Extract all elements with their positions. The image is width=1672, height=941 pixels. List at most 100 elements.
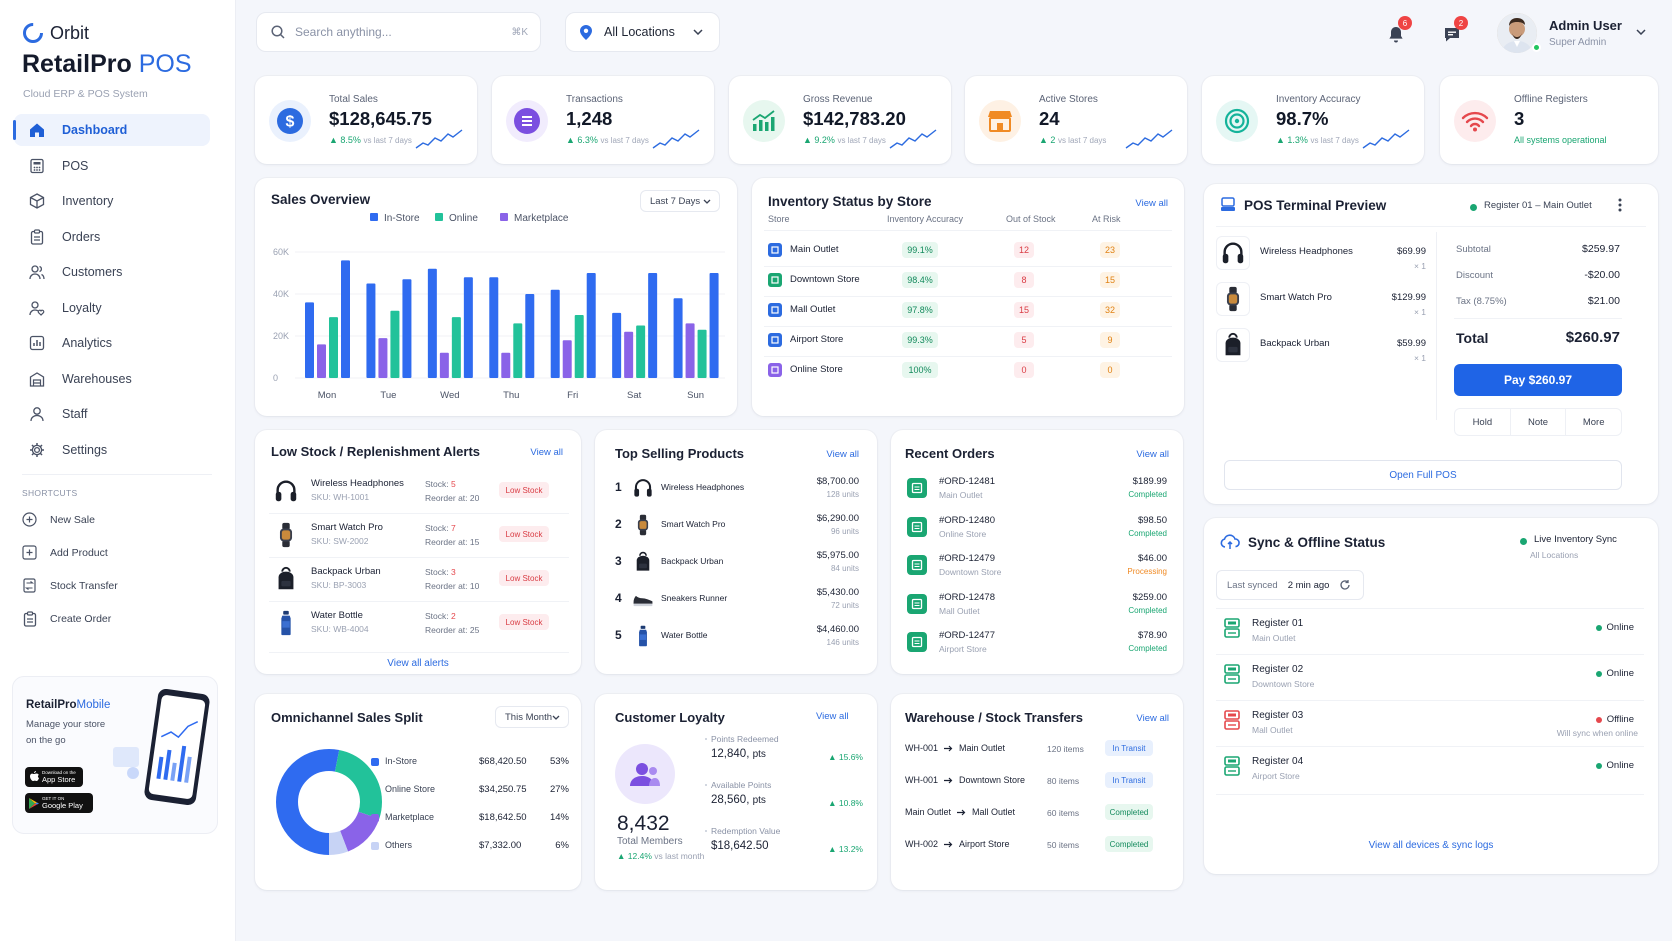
messages-button[interactable]: 2: [1442, 16, 1468, 46]
sidebar-item-loyalty[interactable]: Loyalty: [14, 292, 210, 324]
note-button[interactable]: Note: [1511, 409, 1567, 435]
shortcut-stock-transfer[interactable]: Stock Transfer: [22, 578, 118, 594]
transfer-route: Main Outlet Mall Outlet: [905, 807, 1015, 817]
order-id: #ORD-12481: [939, 476, 995, 487]
shortcut-add-product[interactable]: Add Product: [22, 545, 108, 561]
transfer-from: WH-001: [905, 775, 939, 785]
bar: [402, 279, 412, 378]
user-menu-chevron-icon[interactable]: [1636, 29, 1646, 35]
transfer-row[interactable]: WH-001 Main Outlet 120 items In Transit: [891, 736, 1183, 764]
transfer-row[interactable]: WH-002 Airport Store 50 items Completed: [891, 832, 1183, 860]
y-tick-label: 20K: [273, 331, 289, 341]
loyalty-view-all-link[interactable]: View all: [816, 711, 849, 722]
notifications-badge: 6: [1398, 16, 1412, 30]
register-status: Offline: [1595, 714, 1634, 725]
sidebar-item-analytics[interactable]: Analytics: [14, 327, 210, 359]
sidebar-item-staff[interactable]: Staff: [14, 398, 210, 430]
store-icon: [768, 333, 782, 347]
shortcut-new-sale[interactable]: New Sale: [22, 512, 95, 528]
sidebar-item-dashboard[interactable]: Dashboard: [13, 114, 210, 146]
members-count: 8,432: [617, 812, 670, 835]
shortcut-label: Create Order: [50, 613, 112, 625]
list-item[interactable]: Wireless Headphones SKU: WH-1001 Stock: 5 R…: [255, 472, 581, 514]
table-row[interactable]: #ORD-12479 Downtown Store $46.00 Processing: [891, 549, 1183, 585]
table-row[interactable]: Online Store 100% 0 0: [752, 358, 1184, 384]
refresh-icon[interactable]: [1339, 579, 1351, 591]
sidebar-item-orders[interactable]: Orders: [14, 221, 210, 253]
stat-card-active-stores: Active Stores 24 ▲ 2 vs last 7 days: [965, 76, 1187, 164]
table-row[interactable]: #ORD-12478 Mall Outlet $259.00 Completed: [891, 588, 1183, 624]
cart-item[interactable]: Smart Watch Pro $129.99 × 1: [1216, 282, 1426, 322]
order-status: Completed: [1128, 528, 1167, 538]
view-all-devices-link[interactable]: View all devices & sync logs: [1368, 840, 1494, 851]
notifications-button[interactable]: 6: [1386, 16, 1412, 46]
omnichannel-range-select[interactable]: This Month: [495, 706, 569, 728]
list-item[interactable]: 5 Water Bottle $4,460.00 146 units: [595, 620, 877, 654]
list-item[interactable]: Smart Watch Pro SKU: SW-2002 Stock: 7 Reord…: [255, 516, 581, 558]
sidebar-item-settings[interactable]: Settings: [14, 434, 210, 466]
top-selling-view-all-link[interactable]: View all: [826, 449, 859, 460]
store-name: Downtown Store: [790, 274, 860, 285]
order-id: #ORD-12478: [939, 591, 995, 603]
order-status: Processing: [1127, 567, 1167, 576]
x-tick-label: Sat: [627, 390, 642, 401]
sidebar-item-warehouses[interactable]: Warehouses: [14, 363, 210, 395]
sales-range-select[interactable]: Last 7 Days: [640, 190, 720, 212]
search-input[interactable]: Search anything... ⌘K: [256, 12, 541, 52]
inventory-view-all-link[interactable]: View all: [1135, 198, 1168, 209]
recent-orders-view-all-link[interactable]: View all: [1136, 449, 1169, 460]
table-row[interactable]: Main Outlet 99.1% 12 23: [752, 238, 1184, 267]
order-status: Completed: [1128, 490, 1167, 499]
legend-swatch: [371, 786, 379, 794]
app-store-button[interactable]: Download on the App Store: [25, 767, 83, 787]
table-row[interactable]: #ORD-12480 Online Store $98.50 Completed: [891, 511, 1183, 547]
transfer-row[interactable]: Main Outlet Mall Outlet 60 items Completed: [891, 800, 1183, 828]
register-row[interactable]: Register 02 Downtown Store Online: [1204, 660, 1658, 700]
cart-item[interactable]: Wireless Headphones $69.99 × 1: [1216, 236, 1426, 276]
more-vertical-icon[interactable]: [1618, 198, 1622, 212]
stock-label: Stock:: [425, 567, 449, 577]
bar: [562, 340, 572, 378]
divider: [269, 652, 569, 653]
list-item[interactable]: 2 Smart Watch Pro $6,290.00 96 units: [595, 509, 877, 543]
shortcut-create-order[interactable]: Create Order: [22, 611, 111, 627]
stat-change-value: ▲ 6.3%: [566, 135, 598, 145]
low-stock-view-all-link[interactable]: View all: [530, 447, 563, 458]
sync-status-card: Sync & Offline Status Live Inventory Syn…: [1204, 518, 1658, 874]
cart-item-qty: × 1: [1413, 261, 1426, 271]
table-row[interactable]: #ORD-12481 Main Outlet $189.99 Completed: [891, 472, 1183, 508]
transfer-row[interactable]: WH-001 Downtown Store 80 items In Transit: [891, 768, 1183, 796]
orbit-logo-icon: [23, 23, 43, 43]
register-row[interactable]: Register 03 Mall Outlet Offline Will sync w…: [1204, 706, 1658, 746]
transfers-view-all-link[interactable]: View all: [1136, 713, 1169, 724]
google-play-icon: [29, 797, 39, 809]
brand-tagline: Cloud ERP & POS System: [23, 88, 148, 100]
view-all-alerts-link[interactable]: View all alerts: [387, 658, 449, 669]
list-item[interactable]: Backpack Urban SKU: BP-3003 Stock: 3 Reorde…: [255, 560, 581, 602]
sidebar-item-pos[interactable]: POS: [14, 150, 210, 182]
list-item[interactable]: 4 Sneakers Runner $5,430.00 72 units: [595, 583, 877, 617]
hold-button[interactable]: Hold: [1455, 409, 1511, 435]
more-button[interactable]: More: [1582, 416, 1605, 428]
google-play-button[interactable]: GET IT ON Google Play: [25, 793, 93, 813]
transfer-route: WH-001 Downtown Store: [905, 775, 1025, 785]
table-row[interactable]: #ORD-12477 Airport Store $78.90 Completed: [891, 626, 1183, 662]
open-full-pos-button[interactable]: Open Full POS: [1224, 460, 1622, 490]
avatar[interactable]: [1497, 13, 1537, 53]
sidebar-item-inventory[interactable]: Inventory: [14, 185, 210, 217]
list-item[interactable]: 1 Wireless Headphones $8,700.00 128 units: [595, 472, 877, 506]
sidebar-item-customers[interactable]: Customers: [14, 256, 210, 288]
list-item[interactable]: 3 Backpack Urban $5,975.00 84 units: [595, 546, 877, 580]
table-row[interactable]: Airport Store 99.3% 5 9: [752, 328, 1184, 357]
table-row[interactable]: Mall Outlet 97.8% 15 32: [752, 298, 1184, 327]
register-row[interactable]: Register 04 Airport Store Online: [1204, 752, 1658, 792]
register-row[interactable]: Register 01 Main Outlet Online: [1204, 614, 1658, 654]
legend-amount: $68,420.50: [479, 756, 527, 767]
stat-change: All systems operational: [1514, 135, 1607, 145]
list-item[interactable]: Water Bottle SKU: WB-4004 Stock: 2 Reorder …: [255, 604, 581, 644]
table-row[interactable]: Downtown Store 98.4% 8 15: [752, 268, 1184, 297]
pay-button[interactable]: Pay $260.97: [1454, 364, 1622, 396]
location-select[interactable]: All Locations: [565, 12, 720, 52]
cart-item[interactable]: Backpack Urban $59.99 × 1: [1216, 328, 1426, 368]
top-selling-title: Top Selling Products: [615, 446, 745, 461]
